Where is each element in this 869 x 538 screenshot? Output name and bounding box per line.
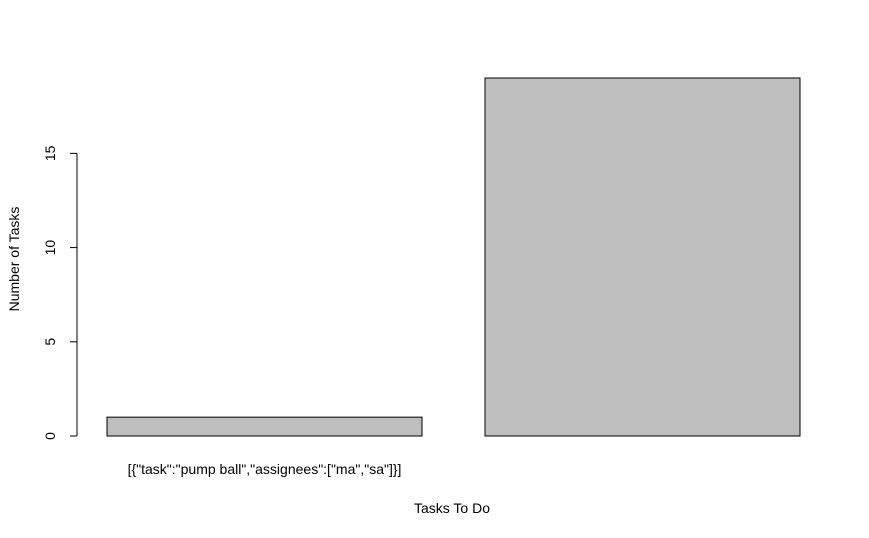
bars-group (106, 77, 801, 437)
y-axis-label: Number of Tasks (6, 207, 22, 312)
y-tick-label: 5 (42, 338, 58, 346)
y-tick-label: 0 (42, 432, 58, 440)
bar-1 (484, 77, 801, 437)
y-tick-label: 15 (42, 145, 58, 161)
x-tick-label-0: [{"task":"pump ball","assignees":["ma","… (128, 461, 402, 477)
y-tick-label: 10 (42, 240, 58, 256)
x-tick-labels: [{"task":"pump ball","assignees":["ma","… (128, 461, 402, 477)
bar-0 (106, 416, 423, 437)
x-axis-label: Tasks To Do (414, 500, 490, 516)
y-axis: 0 5 10 15 (42, 145, 78, 440)
